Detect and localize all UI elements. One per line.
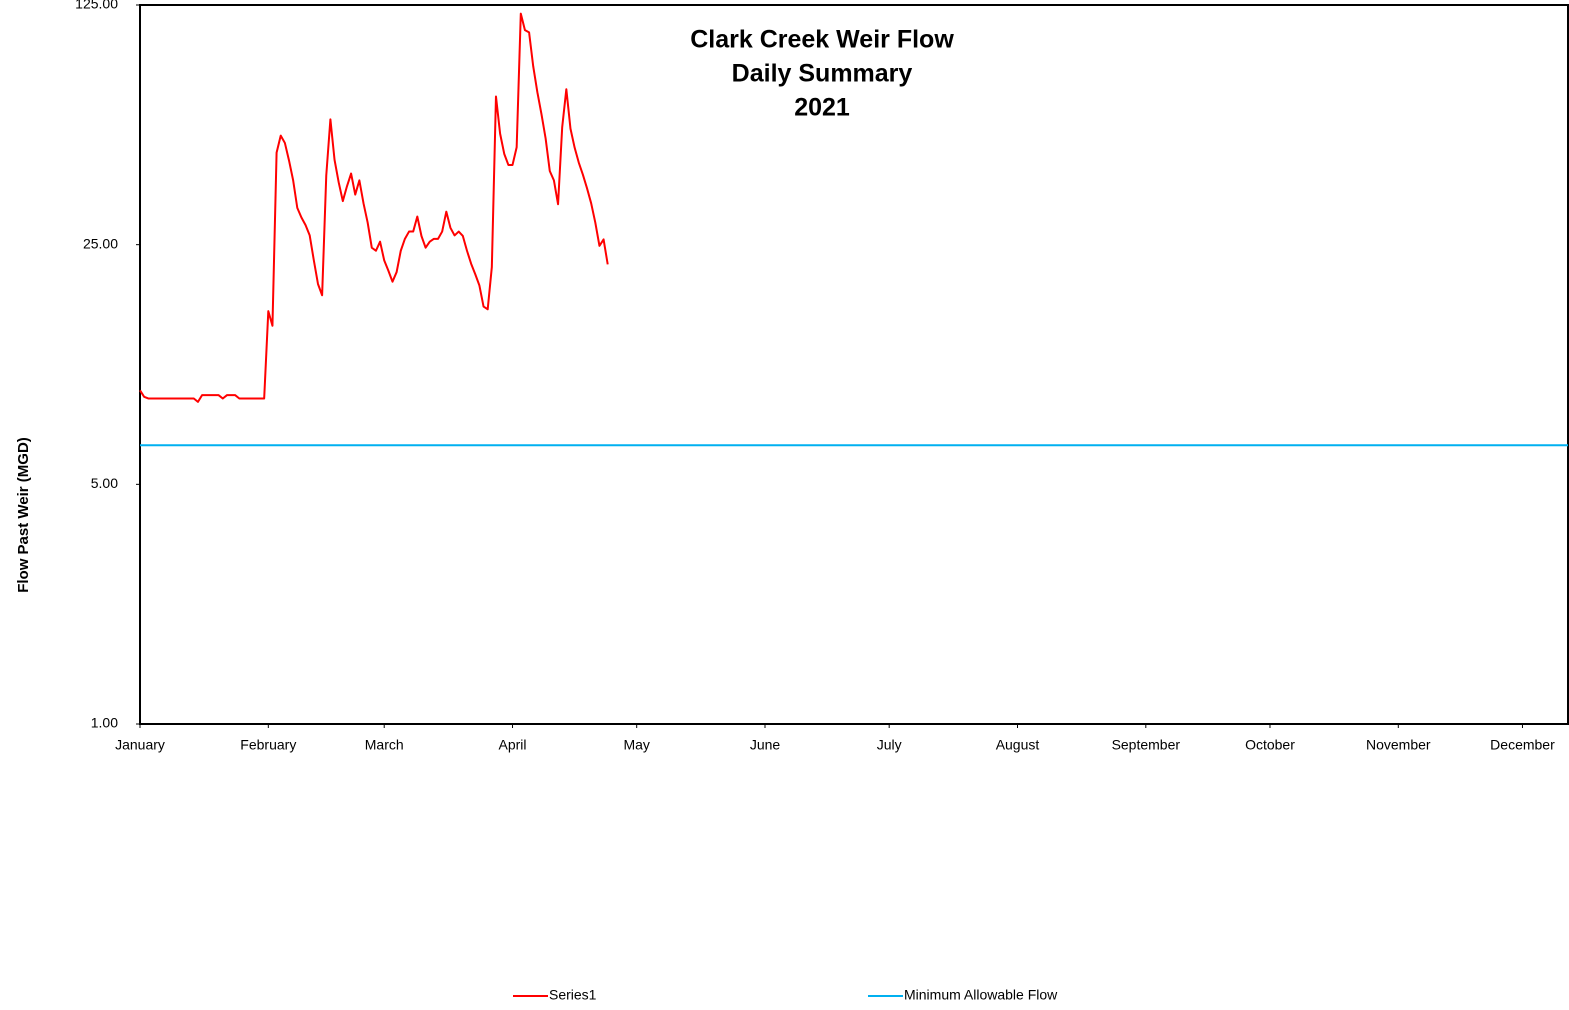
legend-label: Series1 bbox=[549, 987, 597, 1003]
chart-title: Clark Creek Weir Flow bbox=[690, 26, 954, 54]
x-tick-label: January bbox=[115, 737, 165, 753]
x-tick-label: April bbox=[499, 737, 527, 753]
x-tick-label: February bbox=[240, 737, 296, 753]
x-tick-label: September bbox=[1112, 737, 1181, 753]
x-tick-label: March bbox=[365, 737, 404, 753]
y-tick-label: 125.00 bbox=[75, 0, 118, 12]
chart-title: Daily Summary bbox=[732, 60, 913, 88]
series-line bbox=[139, 12, 609, 403]
x-tick-label: October bbox=[1245, 737, 1295, 753]
legend-label: Minimum Allowable Flow bbox=[904, 987, 1058, 1003]
y-tick-label: 25.00 bbox=[83, 235, 118, 251]
x-tick-label: July bbox=[877, 737, 902, 753]
y-tick-label: 5.00 bbox=[91, 475, 118, 491]
x-tick-label: May bbox=[623, 737, 649, 753]
y-tick-label: 1.00 bbox=[91, 715, 118, 731]
y-axis-label: Flow Past Weir (MGD) bbox=[15, 437, 32, 593]
x-tick-label: June bbox=[750, 737, 781, 753]
x-tick-label: August bbox=[996, 737, 1040, 753]
plot-frame bbox=[139, 4, 1569, 725]
x-tick-label: December bbox=[1490, 737, 1555, 753]
x-tick-label: November bbox=[1366, 737, 1431, 753]
chart-title: 2021 bbox=[794, 94, 850, 122]
